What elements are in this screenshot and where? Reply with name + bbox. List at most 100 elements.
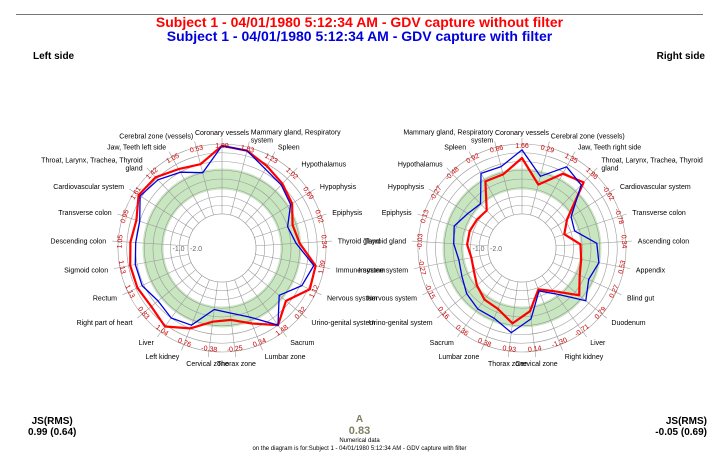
right-spoke (555, 240, 632, 247)
right-value-label: -0.78 (613, 208, 625, 225)
right-category-label: Thorax zone (488, 361, 527, 368)
left-category-label: Throat, Larynx, Trachea, Thyroid gland (41, 157, 143, 172)
left-value-label: 0.76 (177, 337, 192, 349)
left-category-label: Urino-genital system (311, 320, 375, 327)
right-category-label: Duodenum (611, 320, 645, 327)
left-category-label: Cervical zone (186, 361, 229, 368)
left-value-label: 1.89 (215, 143, 229, 150)
right-category-label: Cardiovascular system (620, 184, 691, 191)
left-value-label: 1.13 (117, 260, 126, 275)
right-value-label: 0.27 (609, 284, 621, 299)
right-category-label: Jaw, Teeth right side (578, 144, 641, 151)
right-category-label: Hypophysis (388, 184, 425, 191)
left-value-label: -0.25 (226, 345, 243, 354)
right-value-label: 0.13 (420, 209, 431, 224)
right-spoke (555, 254, 631, 269)
left-category-label: Nervous system (327, 295, 377, 302)
right-category-label: Transverse colon (632, 210, 686, 217)
right-value-label: 1.66 (515, 143, 529, 150)
left-spoke (250, 188, 316, 231)
right-value-label: 0.93 (502, 345, 517, 354)
right-spoke (548, 269, 607, 319)
left-category-label: Descending colon (51, 239, 107, 246)
right-spoke (541, 275, 587, 338)
left-category-label: Sigmoid colon (64, 268, 108, 275)
left-value-label: 0.34 (320, 235, 328, 249)
left-category-label: Mammary gland, Respiratory system (251, 130, 341, 145)
center-summary-value: 0.83 (348, 425, 371, 437)
right-spoke (412, 240, 489, 247)
right-spoke (413, 254, 489, 269)
right-ring-label: -2.0 (490, 246, 502, 253)
right-value-label: 0.53 (618, 260, 627, 275)
left-value-label: 1.05 (117, 234, 125, 248)
left-spoke (255, 240, 332, 247)
left-category-label: Lumbar zone (265, 354, 306, 361)
left-category-label: Left kidney (145, 354, 179, 361)
left-category-label: Immune system (336, 268, 386, 275)
left-category-label: Coronary vessels (195, 130, 250, 137)
left-spoke (112, 240, 189, 247)
left-spoke (255, 254, 331, 269)
left-ring-label: -2.0 (190, 246, 202, 253)
right-value-label: -0.27 (417, 259, 427, 276)
left-value-label: 1.13 (123, 284, 135, 299)
right-spoke (446, 167, 499, 224)
right-side-label: Right side (656, 51, 705, 62)
left-series-without-filter (129, 144, 317, 330)
left-spoke (230, 141, 250, 216)
right-category-label: Coronary vessels (495, 130, 550, 137)
left-category-label: Hypothalamus (301, 161, 346, 168)
right-value-label: 0.29 (540, 144, 555, 154)
right-value-label: 0.86 (489, 144, 504, 154)
right-category-label: Ascending colon (638, 239, 689, 246)
right-value-label: 0.14 (528, 345, 543, 354)
right-category-label: Urino-genital system (369, 320, 433, 327)
left-spoke (122, 262, 192, 296)
right-value-label: -0.62 (601, 185, 616, 202)
left-category-label: Transverse colon (58, 210, 112, 217)
right-category-label: Sacrum (430, 340, 454, 347)
left-spoke (254, 213, 327, 238)
left-category-label: Spleen (278, 144, 300, 151)
left-side-label: Left side (33, 51, 75, 62)
center-summary: A 0.83 (0, 414, 719, 437)
left-series-with-filter (134, 145, 315, 326)
right-spoke (457, 275, 503, 338)
right-spoke (422, 262, 492, 296)
left-category-label: Hypophysis (320, 184, 357, 191)
left-category-label: Thyroid gland (338, 239, 381, 246)
right-summary-label: JS(RMS) (665, 416, 707, 427)
right-category-label: Thyroid gland (364, 239, 407, 246)
left-value-label: 0.02 (313, 209, 324, 224)
left-category-label: Epiphysis (332, 210, 362, 217)
left-value-label: 0.34 (252, 337, 267, 349)
right-category-label: Hypothalamus (398, 161, 443, 168)
right-spoke (530, 141, 550, 216)
right-value-label: -1.30 (551, 337, 569, 349)
right-category-label: Immune system (359, 268, 409, 275)
right-summary: JS(RMS) -0.05 (0.69) (655, 416, 707, 438)
right-category-label: Appendix (636, 268, 666, 275)
center-summary-label: A (355, 414, 364, 425)
left-spoke (248, 269, 307, 319)
numerical-data-note: Numerical data on the diagram is for:Sub… (0, 437, 719, 453)
left-spoke (168, 151, 206, 219)
title-without-filter: Subject 1 - 04/01/1980 5:12:34 AM - GDV … (155, 14, 564, 30)
left-value-label: 1.39 (318, 260, 327, 275)
left-category-label: Sacrum (290, 340, 314, 347)
right-spoke (481, 279, 510, 351)
right-value-label: -0.03 (417, 233, 425, 249)
left-summary-value: 0.99 (0.64) (28, 427, 77, 438)
left-category-label: Jaw, Teeth left side (107, 144, 166, 151)
right-value-label: 0.38 (477, 337, 492, 349)
left-spoke (241, 275, 287, 338)
left-ring-label: -1.0 (173, 246, 185, 253)
right-spoke (554, 213, 627, 238)
right-spoke (550, 188, 616, 231)
left-summary-label: JS(RMS) (31, 416, 73, 427)
left-spoke (234, 279, 263, 351)
right-category-label: Mammary gland, Respiratory system (403, 130, 493, 145)
left-category-label: Rectum (93, 295, 117, 302)
